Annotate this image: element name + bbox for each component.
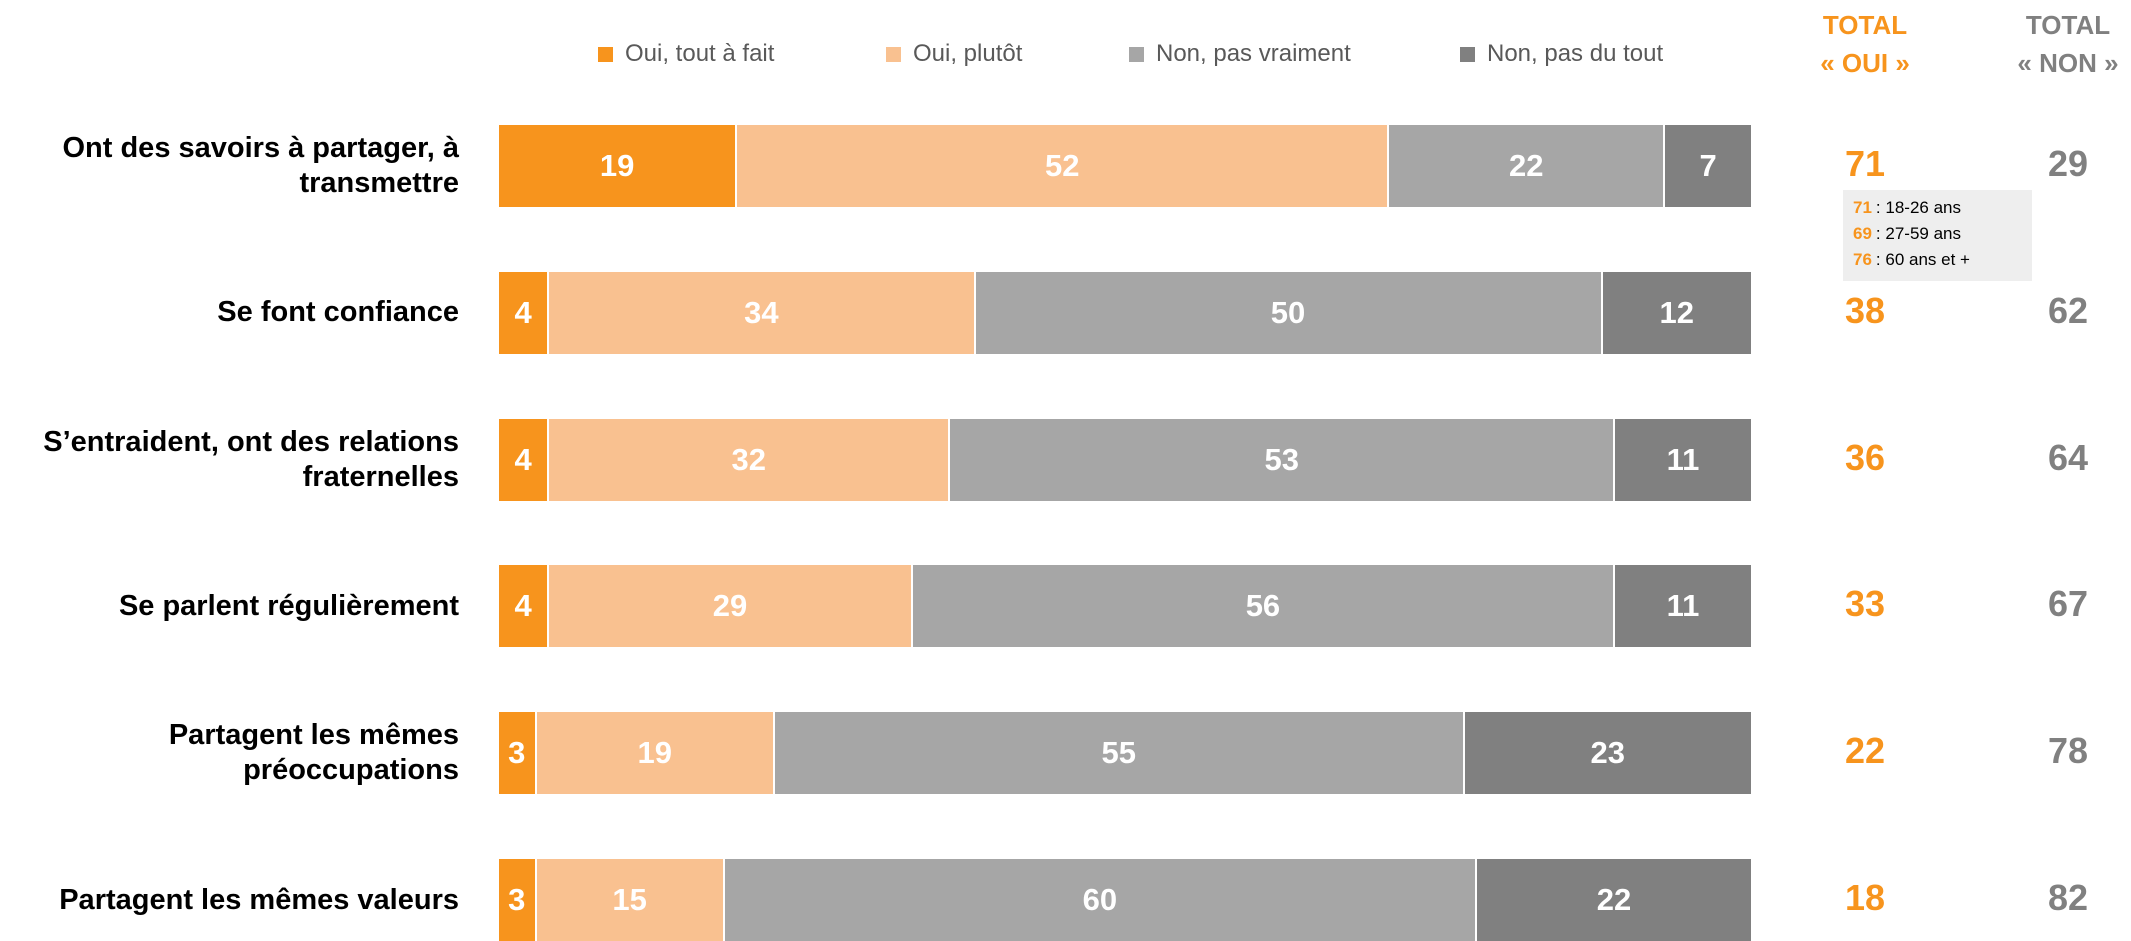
annotation-line: 76: 60 ans et +: [1853, 247, 1970, 273]
bar-segment: 4: [499, 565, 550, 648]
total-header: TOTAL: [2025, 10, 2111, 40]
annotation-label: : 60 ans et +: [1875, 250, 1970, 269]
bar-segment: 7: [1665, 125, 1753, 207]
value-label: 23: [1590, 735, 1626, 771]
value-label: 4: [514, 441, 532, 477]
legend-swatch: [886, 47, 901, 62]
value-label: 50: [1270, 294, 1306, 330]
bar-segment: 15: [536, 859, 725, 941]
value-label: 22: [1509, 148, 1544, 183]
annotation-value: 71: [1853, 198, 1872, 217]
bar-segment: 56: [912, 565, 1616, 648]
category-label: Ont des savoirs à partager, à transmettr…: [62, 132, 459, 199]
annotation-label: : 18-26 ans: [1875, 198, 1961, 217]
total-header: TOTAL: [1822, 10, 1908, 40]
value-label: 53: [1264, 441, 1299, 477]
total-value: 78: [2047, 730, 2089, 772]
annotation-box: 71: 18-26 ans 69: 27-59 ans 76: 60 ans et …: [1843, 190, 2032, 281]
value-label: 60: [1082, 882, 1118, 917]
legend-swatch: [1129, 47, 1144, 62]
annotation-label: : 27-59 ans: [1875, 224, 1961, 243]
total-value: 29: [2047, 143, 2089, 184]
bar-segment: 3: [499, 712, 537, 795]
value-label: 29: [712, 588, 748, 624]
total-value: 71: [1844, 143, 1886, 184]
bar-segment: 29: [549, 565, 913, 648]
category-label: Se parlent régulièrement: [118, 589, 459, 622]
value-label: 32: [731, 441, 767, 477]
bar-segment: 53: [950, 418, 1616, 501]
annotation-line: 71: 18-26 ans: [1853, 195, 1961, 221]
total-value: 18: [1844, 877, 1886, 918]
total-value: 82: [2047, 877, 2089, 918]
value-label: 7: [1699, 148, 1717, 183]
value-label: 15: [612, 882, 647, 917]
legend-label: Oui, tout à fait: [625, 40, 775, 67]
legend-label: Non, pas du tout: [1487, 40, 1664, 67]
value-label: 3: [508, 735, 526, 771]
value-label: 52: [1045, 148, 1080, 183]
bar-segment: 50: [975, 271, 1603, 354]
total-header: « OUI »: [1820, 48, 1910, 78]
value-label: 19: [637, 735, 672, 771]
legend-swatch: [598, 47, 613, 62]
bar-segment: 4: [499, 271, 550, 354]
total-header: « NON »: [2017, 48, 2119, 78]
category-label: S’entraident, ont des relations fraterne…: [43, 425, 459, 493]
bar-segment: 55: [774, 712, 1465, 795]
bar-segment: 22: [1477, 859, 1753, 941]
value-label: 11: [1666, 588, 1700, 624]
legend-swatch: [1460, 47, 1475, 62]
total-value: 67: [2047, 583, 2089, 625]
legend-label: Non, pas vraiment: [1156, 40, 1351, 67]
category-label: Partagent les mêmes préoccupations: [168, 719, 459, 787]
annotation-value: 76: [1853, 250, 1872, 269]
bar-segment: 23: [1464, 712, 1753, 795]
bar-segment: 32: [549, 418, 951, 501]
value-label: 56: [1245, 588, 1281, 624]
value-label: 22: [1596, 882, 1632, 917]
total-value: 64: [2047, 436, 2089, 478]
total-value: 33: [1844, 583, 1886, 625]
value-label: 12: [1659, 294, 1694, 330]
value-label: 4: [514, 588, 532, 624]
bar-segment: 19: [499, 125, 738, 207]
value-label: 34: [744, 294, 779, 330]
bar-segment: 4: [499, 418, 550, 501]
total-value: 36: [1844, 436, 1886, 478]
bar-segment: 22: [1389, 125, 1666, 207]
value-label: 55: [1101, 735, 1136, 771]
bar-segment: 60: [724, 859, 1478, 941]
total-value: 62: [2047, 289, 2089, 331]
bar-segment: 11: [1615, 418, 1753, 501]
bar-segment: 3: [499, 859, 537, 941]
legend-label: Oui, plutôt: [913, 40, 1023, 67]
total-value: 38: [1844, 289, 1886, 331]
bar-segment: 52: [737, 125, 1390, 207]
value-label: 3: [508, 882, 526, 917]
bar-segment: 34: [549, 271, 976, 354]
bar-segment: 11: [1615, 565, 1753, 648]
annotation-value: 69: [1853, 224, 1872, 243]
category-label: Partagent les mêmes valeurs: [59, 883, 459, 916]
value-label: 4: [514, 294, 532, 330]
value-label: 19: [599, 148, 635, 183]
value-label: 11: [1666, 441, 1700, 477]
bar-segment: 19: [536, 712, 775, 795]
bar-segment: 12: [1602, 271, 1753, 354]
annotation-line: 69: 27-59 ans: [1853, 221, 1961, 247]
total-value: 22: [1844, 730, 1886, 772]
category-label: Se font confiance: [217, 296, 459, 329]
